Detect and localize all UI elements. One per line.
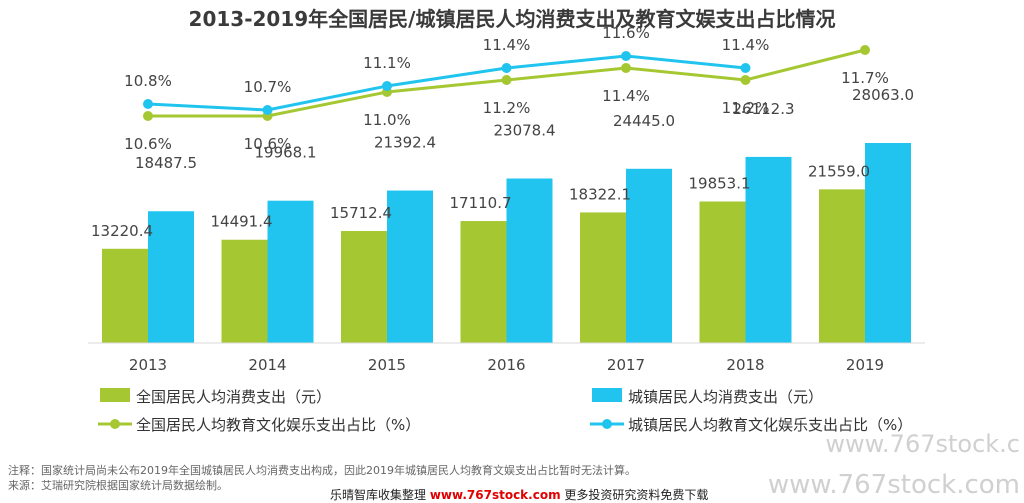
bar-national <box>699 201 746 343</box>
data-labels-layer: 13220.4 18487.5 14491.4 19968.1 15712.4 21392… <box>91 24 914 240</box>
x-tick-label: 2018 <box>726 356 764 374</box>
line-point <box>143 111 153 121</box>
line-point <box>860 45 870 55</box>
line-value-label: 11.0% <box>363 111 411 129</box>
line-value-label: 10.8% <box>124 72 172 90</box>
footer-suffix: 更多投资研究资料免费下载 <box>564 488 709 502</box>
bar-value-label: 21392.4 <box>374 134 436 152</box>
watermark-top: www.767stock.c <box>825 430 1020 458</box>
x-tick-label: 2015 <box>368 356 406 374</box>
bar-value-label: 19968.1 <box>254 144 316 162</box>
bar-national <box>221 239 268 343</box>
footer-site: www.767stock.com <box>429 488 561 502</box>
x-tick-label: 2013 <box>129 356 167 374</box>
bar-value-label: 15712.4 <box>330 204 392 222</box>
bar-value-label: 19853.1 <box>688 175 750 193</box>
line-value-label: 11.1% <box>363 54 411 72</box>
line-value-label: 10.6% <box>244 135 292 153</box>
line-value-label: 11.7% <box>841 69 889 87</box>
line-value-label: 11.4% <box>722 36 770 54</box>
line-point <box>740 63 751 73</box>
line-point <box>382 81 392 91</box>
bar-value-label: 28063.0 <box>852 86 914 104</box>
line-point <box>143 99 153 109</box>
bar-urban <box>506 178 553 343</box>
bar-value-label: 17110.7 <box>449 194 511 212</box>
bar-national <box>819 189 865 343</box>
legend-swatch-bar <box>592 388 622 402</box>
chart-source: 来源：艾瑞研究院根据国家统计局数据绘制。 <box>8 479 228 492</box>
bar-urban <box>745 156 792 343</box>
legend-label: 城镇居民人均消费支出（元） <box>628 388 823 406</box>
x-tick-label: 2019 <box>846 356 884 374</box>
line-point <box>501 63 512 73</box>
legend: 全国居民人均消费支出（元） 城镇居民人均消费支出（元） 全国居民人均教育文化娱乐支出… <box>98 388 912 434</box>
legend-swatch-marker <box>110 419 120 429</box>
line-point <box>740 75 751 85</box>
legend-label: 城镇居民人均教育文化娱乐支出占比（%） <box>628 416 912 434</box>
x-tick-label: 2017 <box>607 356 645 374</box>
bar-value-label: 24445.0 <box>613 112 675 130</box>
x-tick-label: 2016 <box>487 356 525 374</box>
chart-title: 2013-2019年全国居民/城镇居民人均消费支出及教育文娱支出占比情况 <box>189 7 836 31</box>
bar-urban <box>865 143 911 343</box>
line-value-label: 10.7% <box>244 78 292 96</box>
line-value-label: 10.6% <box>124 135 172 153</box>
footer-prefix: 乐晴智库收集整理 <box>330 488 427 502</box>
legend-swatch-marker <box>602 419 612 429</box>
bar-urban <box>267 200 314 343</box>
line-point <box>501 75 512 85</box>
bar-value-label: 13220.4 <box>91 222 153 240</box>
bar-national <box>580 212 626 343</box>
line-point <box>621 51 631 61</box>
bar-value-label: 23078.4 <box>493 122 555 140</box>
line-value-label: 11.4% <box>483 36 531 54</box>
footer-banner: 乐晴智库收集整理 www.767stock.com 更多投资研究资料免费下载 <box>330 486 708 503</box>
bar-value-label: 14491.4 <box>210 213 272 231</box>
line-urban-share <box>147 54 746 112</box>
lines-layer <box>143 45 870 121</box>
line-value-label: 11.2% <box>483 99 531 117</box>
watermark-bottom: www.767stock.com <box>767 470 1020 500</box>
bar-national <box>341 231 387 343</box>
bars-layer <box>102 143 911 343</box>
bar-urban <box>387 190 433 343</box>
legend-label: 全国居民人均教育文化娱乐支出占比（%） <box>136 416 420 434</box>
bar-national <box>460 221 507 343</box>
bar-value-label: 21559.0 <box>808 162 870 180</box>
bar-value-label: 26112.3 <box>732 100 794 118</box>
x-tick-labels: 2013 2014 2015 2016 2017 2018 2019 <box>129 356 884 374</box>
legend-label: 全国居民人均消费支出（元） <box>136 388 331 406</box>
bar-urban <box>148 211 194 343</box>
line-value-label: 11.2% <box>722 99 770 117</box>
line-value-label: 11.6% <box>602 24 650 42</box>
bar-urban <box>626 168 672 343</box>
bar-value-label: 18487.5 <box>135 154 197 172</box>
x-tick-label: 2014 <box>248 356 286 374</box>
chart-note: 注释：国家统计局尚未公布2019年全国城镇居民人均消费支出构成，因此2019年城… <box>8 464 636 477</box>
line-point <box>262 105 273 115</box>
line-point <box>621 63 631 73</box>
bar-value-label: 18322.1 <box>569 185 631 203</box>
bar-national <box>102 248 148 343</box>
line-value-label: 11.4% <box>602 87 650 105</box>
legend-swatch-bar <box>100 388 130 402</box>
